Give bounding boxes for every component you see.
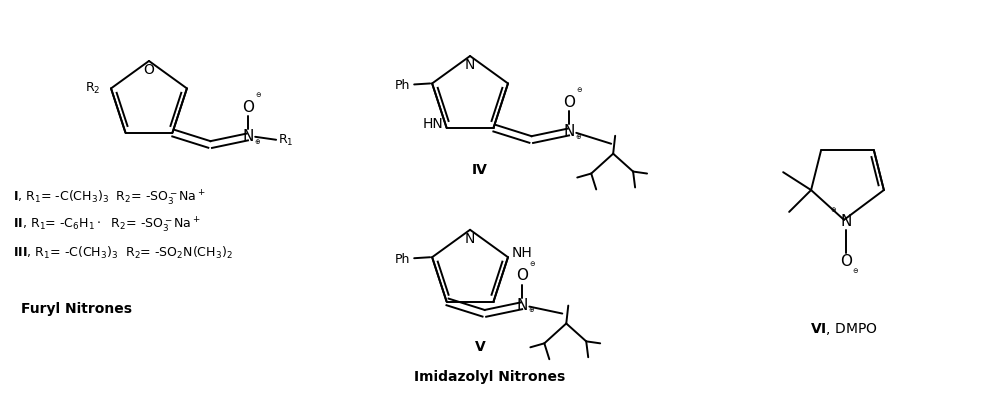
Text: Ph: Ph	[394, 253, 410, 266]
Text: R$_1$: R$_1$	[279, 133, 294, 148]
Text: $^{\ominus}$: $^{\ominus}$	[529, 261, 536, 271]
Text: Ph: Ph	[394, 79, 410, 92]
Text: O: O	[516, 268, 529, 283]
Text: O: O	[242, 99, 254, 114]
Text: N: N	[564, 124, 575, 139]
Text: NH: NH	[511, 246, 533, 260]
Text: Imidazolyl Nitrones: Imidazolyl Nitrones	[414, 370, 566, 384]
Text: HN: HN	[422, 117, 443, 131]
Text: $^{\oplus}$: $^{\oplus}$	[575, 134, 582, 144]
Text: IV: IV	[472, 163, 488, 177]
Text: R$_2$: R$_2$	[85, 81, 101, 96]
Text: O: O	[143, 63, 154, 77]
Text: N: N	[841, 214, 852, 229]
Text: O: O	[563, 95, 575, 110]
Text: $^{\ominus}$: $^{\ominus}$	[852, 268, 859, 278]
Text: $^{\oplus}$: $^{\oplus}$	[528, 308, 535, 318]
Text: $\mathbf{III}$, R$_1$= -C(CH$_3$)$_3$  R$_2$= -SO$_2$N(CH$_3$)$_2$: $\mathbf{III}$, R$_1$= -C(CH$_3$)$_3$ R$…	[14, 245, 233, 261]
Text: $^{\oplus}$: $^{\oplus}$	[254, 139, 261, 149]
Text: V: V	[475, 340, 486, 354]
Text: N: N	[465, 232, 475, 246]
Text: $^{\oplus}$: $^{\oplus}$	[831, 207, 838, 217]
Text: $\mathbf{II}$, R$_1$= -C$_6$H$_1\cdot$  R$_2$= -SO$_3^-$Na$^+$: $\mathbf{II}$, R$_1$= -C$_6$H$_1\cdot$ R…	[14, 215, 201, 234]
Text: N: N	[465, 58, 475, 72]
Text: $\mathbf{I}$, R$_1$= -C(CH$_3$)$_3$  R$_2$= -SO$_3^-$Na$^+$: $\mathbf{I}$, R$_1$= -C(CH$_3$)$_3$ R$_2…	[14, 188, 206, 208]
Text: O: O	[840, 254, 852, 269]
Text: $^{\ominus}$: $^{\ominus}$	[576, 87, 583, 97]
Text: N: N	[242, 129, 254, 144]
Text: $^{\ominus}$: $^{\ominus}$	[255, 92, 262, 102]
Text: $\mathbf{VI}$, DMPO: $\mathbf{VI}$, DMPO	[810, 321, 878, 337]
Text: Furyl Nitrones: Furyl Nitrones	[21, 302, 131, 316]
Text: N: N	[517, 298, 528, 313]
